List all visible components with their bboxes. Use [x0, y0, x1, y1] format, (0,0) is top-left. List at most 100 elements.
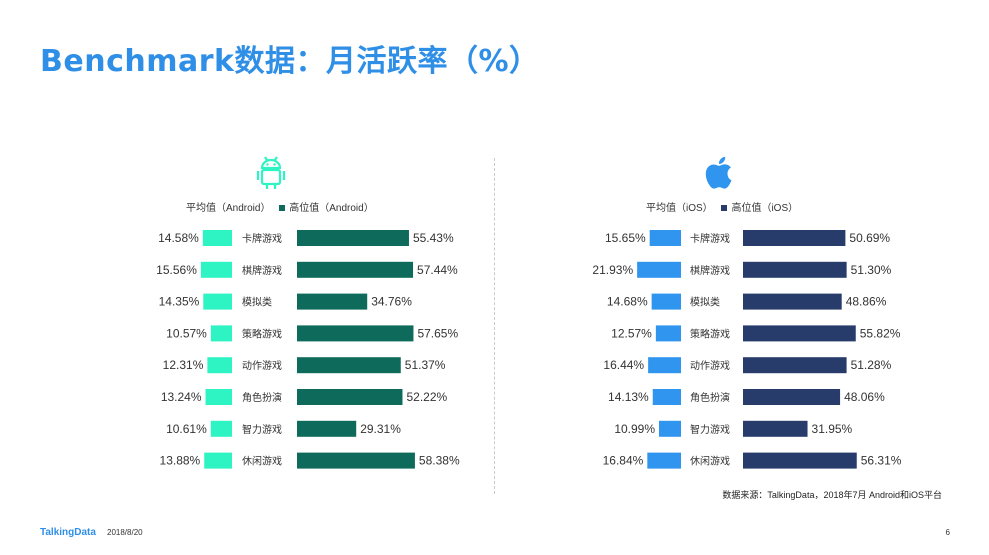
avg-value-label: 21.93% [592, 263, 633, 277]
avg-bar [207, 357, 232, 374]
high-bar [297, 325, 414, 342]
high-value-label: 31.95% [812, 422, 853, 436]
avg-value-label: 12.57% [611, 326, 652, 340]
high-bar [297, 357, 401, 374]
avg-value-label: 14.13% [608, 390, 649, 404]
avg-bar [649, 230, 681, 246]
high-value-label: 51.28% [851, 358, 892, 372]
android-icon [256, 156, 286, 189]
high-value-label: 51.37% [405, 358, 446, 372]
page-number: 6 [945, 528, 950, 537]
avg-bar [655, 325, 681, 342]
high-bar [743, 389, 841, 405]
high-bar [743, 420, 808, 437]
legend-android-avg: 平均值（Android） [186, 203, 271, 214]
high-value-label: 58.38% [419, 454, 460, 468]
avg-bar [210, 325, 232, 342]
avg-value-label: 14.35% [159, 295, 200, 309]
legend-ios-high-swatch [721, 204, 728, 211]
apple-icon [705, 156, 732, 189]
high-bar [297, 293, 368, 310]
avg-value-label: 15.56% [156, 263, 197, 277]
avg-value-label: 13.24% [161, 390, 202, 404]
category-label: 角色扮演 [690, 391, 730, 404]
category-label: 卡牌游戏 [690, 232, 730, 245]
high-bar [297, 452, 415, 469]
avg-value-label: 10.57% [166, 326, 207, 340]
page-title: Benchmark数据：月活跃率（%） [40, 44, 540, 79]
category-label: 棋牌游戏 [690, 264, 730, 277]
data-source-note: 数据来源：TalkingData，2018年7月 Android和iOS平台 [722, 490, 942, 500]
high-bar [297, 261, 414, 278]
high-value-label: 55.43% [413, 231, 454, 245]
legend-android-high: 高位值（Android） [289, 203, 374, 214]
high-value-label: 51.30% [851, 263, 892, 277]
avg-value-label: 16.44% [603, 358, 644, 372]
category-label: 模拟类 [690, 296, 720, 309]
high-value-label: 57.44% [417, 263, 458, 277]
legend-ios-avg: 平均值（iOS） [646, 203, 713, 214]
category-label: 动作游戏 [690, 359, 730, 372]
category-label: 休闲游戏 [690, 455, 730, 468]
high-bar [297, 230, 409, 246]
avg-bar [648, 357, 681, 374]
high-bar [743, 230, 846, 246]
avg-bar [647, 452, 681, 469]
avg-bar [652, 389, 681, 405]
ios-legend: 平均值（iOS） 高位值（iOS） [646, 199, 798, 214]
high-bar [297, 389, 403, 405]
avg-bar [637, 261, 681, 278]
avg-value-label: 16.84% [603, 454, 644, 468]
category-label: 策略游戏 [690, 327, 730, 340]
avg-value-label: 10.99% [614, 422, 655, 436]
avg-bar [202, 230, 232, 246]
avg-value-label: 14.58% [158, 231, 199, 245]
high-bar [743, 325, 856, 342]
ios-chart-panel: 平均值（iOS） 高位值（iOS） 15.65% 卡牌游戏 50.69% 21.93%… [0, 150, 902, 490]
avg-value-label: 14.68% [607, 295, 648, 309]
high-value-label: 48.86% [846, 295, 887, 309]
android-chart-panel: 平均值（Android） 高位值（Android） 14.58% 卡牌游戏 55.4… [0, 150, 480, 490]
avg-value-label: 15.65% [605, 231, 646, 245]
ios-bar-chart: 15.65% 卡牌游戏 50.69% 21.93% 棋牌游戏 51.30% 14.68% 模拟… [592, 230, 902, 469]
legend-ios-high: 高位值（iOS） [731, 203, 799, 214]
panel-divider [494, 158, 495, 494]
android-legend: 平均值（Android） 高位值（Android） [186, 199, 374, 214]
high-bar [297, 420, 357, 437]
category-label: 智力游戏 [690, 423, 730, 436]
high-value-label: 56.31% [861, 454, 902, 468]
high-value-label: 48.06% [844, 390, 885, 404]
avg-bar [203, 293, 232, 310]
high-value-label: 50.69% [849, 231, 890, 245]
high-value-label: 52.22% [406, 390, 447, 404]
high-value-label: 57.65% [417, 326, 458, 340]
category-label: 棋牌游戏 [242, 264, 282, 277]
category-label: 策略游戏 [242, 327, 282, 340]
legend-android-high-swatch [279, 204, 286, 211]
avg-bar [651, 293, 681, 310]
high-bar [743, 357, 847, 374]
high-bar [743, 293, 842, 310]
footer-date: 2018/8/20 [107, 528, 143, 537]
high-value-label: 29.31% [360, 422, 401, 436]
talkingdata-logo: TalkingData [40, 527, 96, 538]
category-label: 动作游戏 [242, 359, 282, 372]
high-value-label: 34.76% [371, 295, 412, 309]
avg-value-label: 10.61% [166, 422, 207, 436]
avg-bar [210, 420, 232, 437]
avg-bar [204, 452, 232, 469]
avg-value-label: 12.31% [163, 358, 204, 372]
category-label: 休闲游戏 [242, 455, 282, 468]
avg-bar [200, 261, 232, 278]
android-bar-chart: 14.58% 卡牌游戏 55.43% 15.56% 棋牌游戏 57.44% 14.35% 模拟… [156, 230, 460, 469]
high-bar [743, 452, 857, 469]
avg-bar [659, 420, 681, 437]
category-label: 智力游戏 [242, 423, 282, 436]
category-label: 卡牌游戏 [242, 232, 282, 245]
avg-bar [205, 389, 232, 405]
high-bar [743, 261, 847, 278]
category-label: 模拟类 [242, 296, 272, 309]
avg-value-label: 13.88% [160, 454, 201, 468]
high-value-label: 55.82% [860, 326, 901, 340]
category-label: 角色扮演 [242, 391, 282, 404]
